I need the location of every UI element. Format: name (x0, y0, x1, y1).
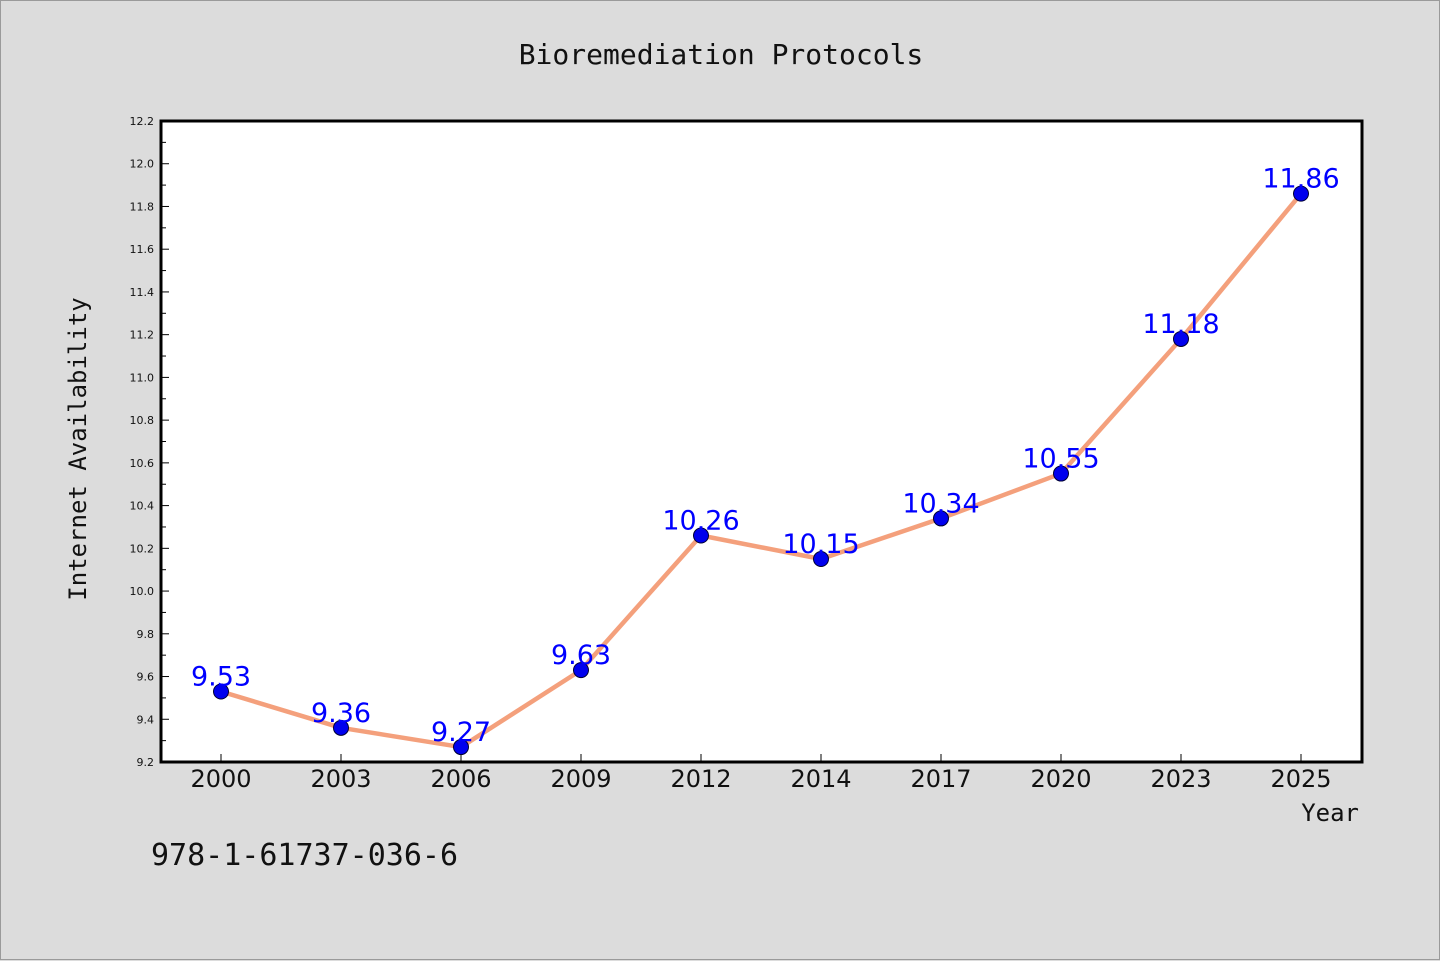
y-tick-label: 12.2 (130, 115, 155, 128)
x-tick-label: 2000 (190, 765, 251, 793)
x-tick-label: 2020 (1030, 765, 1091, 793)
x-tick-label: 2025 (1270, 765, 1331, 793)
data-label: 9.36 (311, 698, 371, 729)
y-tick-label: 10.6 (130, 457, 155, 470)
data-point (333, 719, 349, 736)
data-point (1293, 185, 1309, 202)
y-tick-label: 12.0 (130, 158, 155, 171)
series-line (218, 191, 1304, 750)
data-point (453, 739, 469, 756)
data-point (1053, 465, 1069, 482)
x-tick-label: 2006 (430, 765, 491, 793)
y-tick-label: 11.6 (130, 243, 155, 256)
y-tick-label: 11.0 (130, 371, 155, 384)
y-tick-label: 9.8 (137, 628, 155, 641)
data-label: 10.55 (1022, 444, 1099, 475)
data-point (693, 527, 709, 544)
y-tick-label: 11.2 (130, 329, 155, 342)
x-tick-label: 2017 (910, 765, 971, 793)
footer-isbn-text: 978-1-61737-036-6 (151, 838, 458, 873)
data-labels: 9.53 9.36 9.27 9.63 10.26 10.15 10.34 10.55 11.1… (191, 164, 1340, 748)
x-axis-ticks: 2000 2003 2006 2009 2012 2014 2017 2020 2023 2025 (190, 754, 1332, 793)
y-tick-label: 9.4 (137, 713, 155, 726)
data-point (1173, 330, 1189, 347)
y-tick-label: 10.2 (130, 542, 155, 555)
data-point (213, 683, 229, 700)
y-tick-label: 9.6 (137, 671, 155, 684)
plot-area (159, 119, 1364, 764)
x-tick-label: 2012 (670, 765, 731, 793)
chart-title: Bioremediation Protocols (519, 38, 924, 71)
y-tick-label: 9.2 (137, 756, 155, 769)
y-axis-label: Internet Availability (64, 297, 92, 600)
y-tick-label: 11.8 (130, 200, 155, 213)
x-axis-label: Year (1301, 799, 1359, 827)
y-axis-ticks: 9.2 9.4 9.6 9.8 10.0 10.2 10.4 10.6 10.8 11.0 11.2… (130, 115, 169, 769)
x-tick-label: 2023 (1150, 765, 1211, 793)
y-tick-label: 11.4 (130, 286, 155, 299)
data-point (933, 510, 949, 527)
data-label: 10.26 (662, 506, 739, 537)
x-tick-label: 2003 (310, 765, 371, 793)
data-label: 9.63 (551, 640, 611, 671)
y-tick-label: 10.8 (130, 414, 155, 427)
data-label: 9.53 (191, 661, 251, 692)
x-tick-label: 2014 (790, 765, 851, 793)
data-point (573, 662, 589, 679)
data-label: 11.18 (1142, 309, 1219, 340)
y-tick-label: 10.0 (130, 585, 155, 598)
data-label: 9.27 (431, 717, 491, 748)
data-label: 11.86 (1262, 164, 1339, 195)
data-label: 10.15 (782, 529, 859, 560)
data-label: 10.34 (902, 488, 979, 519)
y-tick-label: 10.4 (130, 500, 155, 513)
series-layer (213, 185, 1309, 756)
x-tick-label: 2009 (550, 765, 611, 793)
data-point (813, 551, 829, 568)
